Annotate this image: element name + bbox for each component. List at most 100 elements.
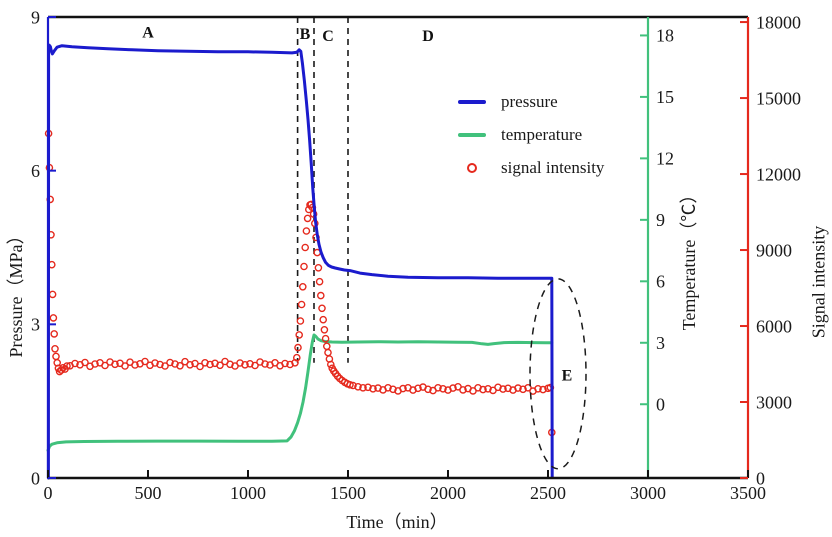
region-label-c: C xyxy=(322,28,334,45)
legend-label-pressure: pressure xyxy=(501,91,558,111)
signal-intensity-point xyxy=(424,385,432,394)
signal-intensity-point xyxy=(121,362,129,370)
x-axis-title-time: Time（min） xyxy=(346,512,448,532)
signal-intensity-point xyxy=(81,358,89,367)
signal-intensity-point xyxy=(534,384,542,393)
signal-intensity-point xyxy=(315,277,324,286)
signal-intensity-point xyxy=(295,331,304,339)
signal-intensity-point xyxy=(63,362,71,370)
signal-intensity-point xyxy=(364,383,372,392)
signal-intensity-point xyxy=(539,385,547,394)
pressure-tick-label: 3 xyxy=(31,315,40,335)
pressure-line-icon xyxy=(452,99,492,104)
signal-intensity-point xyxy=(349,381,357,390)
signal-intensity-point xyxy=(354,382,362,391)
signal-tick-label: 6000 xyxy=(756,316,792,336)
signal-intensity-point xyxy=(101,361,109,370)
signal-intensity-point xyxy=(434,383,442,392)
region-label-d: D xyxy=(422,28,434,45)
signal-intensity-point xyxy=(524,383,532,392)
region-label-b: B xyxy=(300,26,311,43)
signal-intensity-point xyxy=(300,262,308,271)
signal-intensity-point xyxy=(519,385,527,394)
signal-intensity-point xyxy=(131,361,139,369)
signal-intensity-point xyxy=(297,300,306,309)
signal-intensity-point xyxy=(303,214,312,223)
temperature-tick-label: 0 xyxy=(656,395,665,415)
legend-label-temperature: temperature xyxy=(501,124,583,144)
pressure-line xyxy=(46,43,554,480)
x-tick-label: 2000 xyxy=(430,483,466,503)
temperature-tick-label: 3 xyxy=(656,333,665,353)
signal-intensity-point xyxy=(326,360,335,369)
pressure-tick-label: 6 xyxy=(31,161,40,181)
signal-tick-label: 15000 xyxy=(756,88,801,108)
signal-intensity-point xyxy=(298,282,307,291)
signal-intensity-point xyxy=(484,384,492,393)
signal-intensity-point xyxy=(206,360,214,369)
signal-intensity-point xyxy=(301,243,310,252)
signal-intensity-point xyxy=(321,334,330,343)
signal-intensity-point xyxy=(296,317,305,325)
temperature-tick-label: 18 xyxy=(656,26,674,46)
signal-tick-label: 9000 xyxy=(756,240,792,260)
x-tick-label: 1500 xyxy=(330,483,366,503)
signal-intensity-point xyxy=(414,384,422,393)
signal-intensity-point xyxy=(369,384,377,393)
signal-intensity-point xyxy=(196,362,204,371)
x-tick-label: 3000 xyxy=(630,483,666,503)
temperature-line-icon xyxy=(452,132,492,137)
pressure-tick-label: 9 xyxy=(31,7,40,27)
signal-intensity-point xyxy=(399,384,407,393)
signal-intensity-point xyxy=(514,384,522,392)
signal-intensity-point xyxy=(319,315,328,324)
pressure-tick-label: 0 xyxy=(31,468,40,488)
temperature-tick-label: 15 xyxy=(656,87,674,107)
signal-intensity-point xyxy=(316,291,325,300)
signal-intensity-point xyxy=(389,385,397,394)
signal-intensity-point xyxy=(449,384,457,392)
signal-intensity-point xyxy=(281,359,289,368)
signal-intensity-point xyxy=(161,362,169,370)
temperature-tick-label: 9 xyxy=(656,210,665,230)
x-tick-label: 500 xyxy=(135,483,162,503)
signal-intensity-point xyxy=(251,361,259,370)
stage-e-ellipse xyxy=(529,278,587,470)
signal-intensity-point xyxy=(324,348,332,357)
temperature-line xyxy=(46,333,554,452)
signal-tick-label: 18000 xyxy=(756,12,801,32)
signal-intensity-point xyxy=(459,386,467,394)
legend: pressure temperature signal intensity xyxy=(452,85,604,184)
temperature-tick-label: 6 xyxy=(656,272,665,292)
legend-item-pressure: pressure xyxy=(452,85,604,118)
x-tick-label: 1000 xyxy=(230,483,266,503)
signal-intensity-point xyxy=(499,385,507,393)
signal-intensity-point xyxy=(479,385,487,394)
signal-intensity-point xyxy=(261,360,269,368)
legend-item-temperature: temperature xyxy=(452,118,604,151)
signal-intensity-point xyxy=(52,352,60,361)
signal-intensity-point xyxy=(71,359,79,368)
legend-label-signal: signal intensity xyxy=(501,157,605,177)
region-label-a: A xyxy=(142,24,154,41)
y-axis-title-pressure: Pressure（MPa） xyxy=(6,226,26,358)
legend-item-signal: signal intensity xyxy=(452,151,604,184)
x-tick-label: 3500 xyxy=(730,483,766,503)
x-tick-label: 2500 xyxy=(530,483,566,503)
signal-intensity-point xyxy=(166,358,174,367)
signal-intensity-point xyxy=(176,361,184,370)
region-label-e: E xyxy=(562,367,573,384)
signal-intensity-point xyxy=(186,360,194,369)
signal-intensity-point xyxy=(151,359,159,367)
y-axis-title-temperature: Temperature（℃） xyxy=(679,185,699,331)
signal-intensity-point xyxy=(49,314,58,322)
signal-intensity-point xyxy=(111,360,119,369)
signal-intensity-point xyxy=(346,380,354,389)
signal-intensity-point xyxy=(241,360,249,369)
signal-intensity-point xyxy=(141,357,149,366)
signal-circle-icon xyxy=(452,162,492,173)
signal-intensity-point xyxy=(216,361,224,370)
y-axis-title-signal: Signal intensity xyxy=(808,225,829,339)
